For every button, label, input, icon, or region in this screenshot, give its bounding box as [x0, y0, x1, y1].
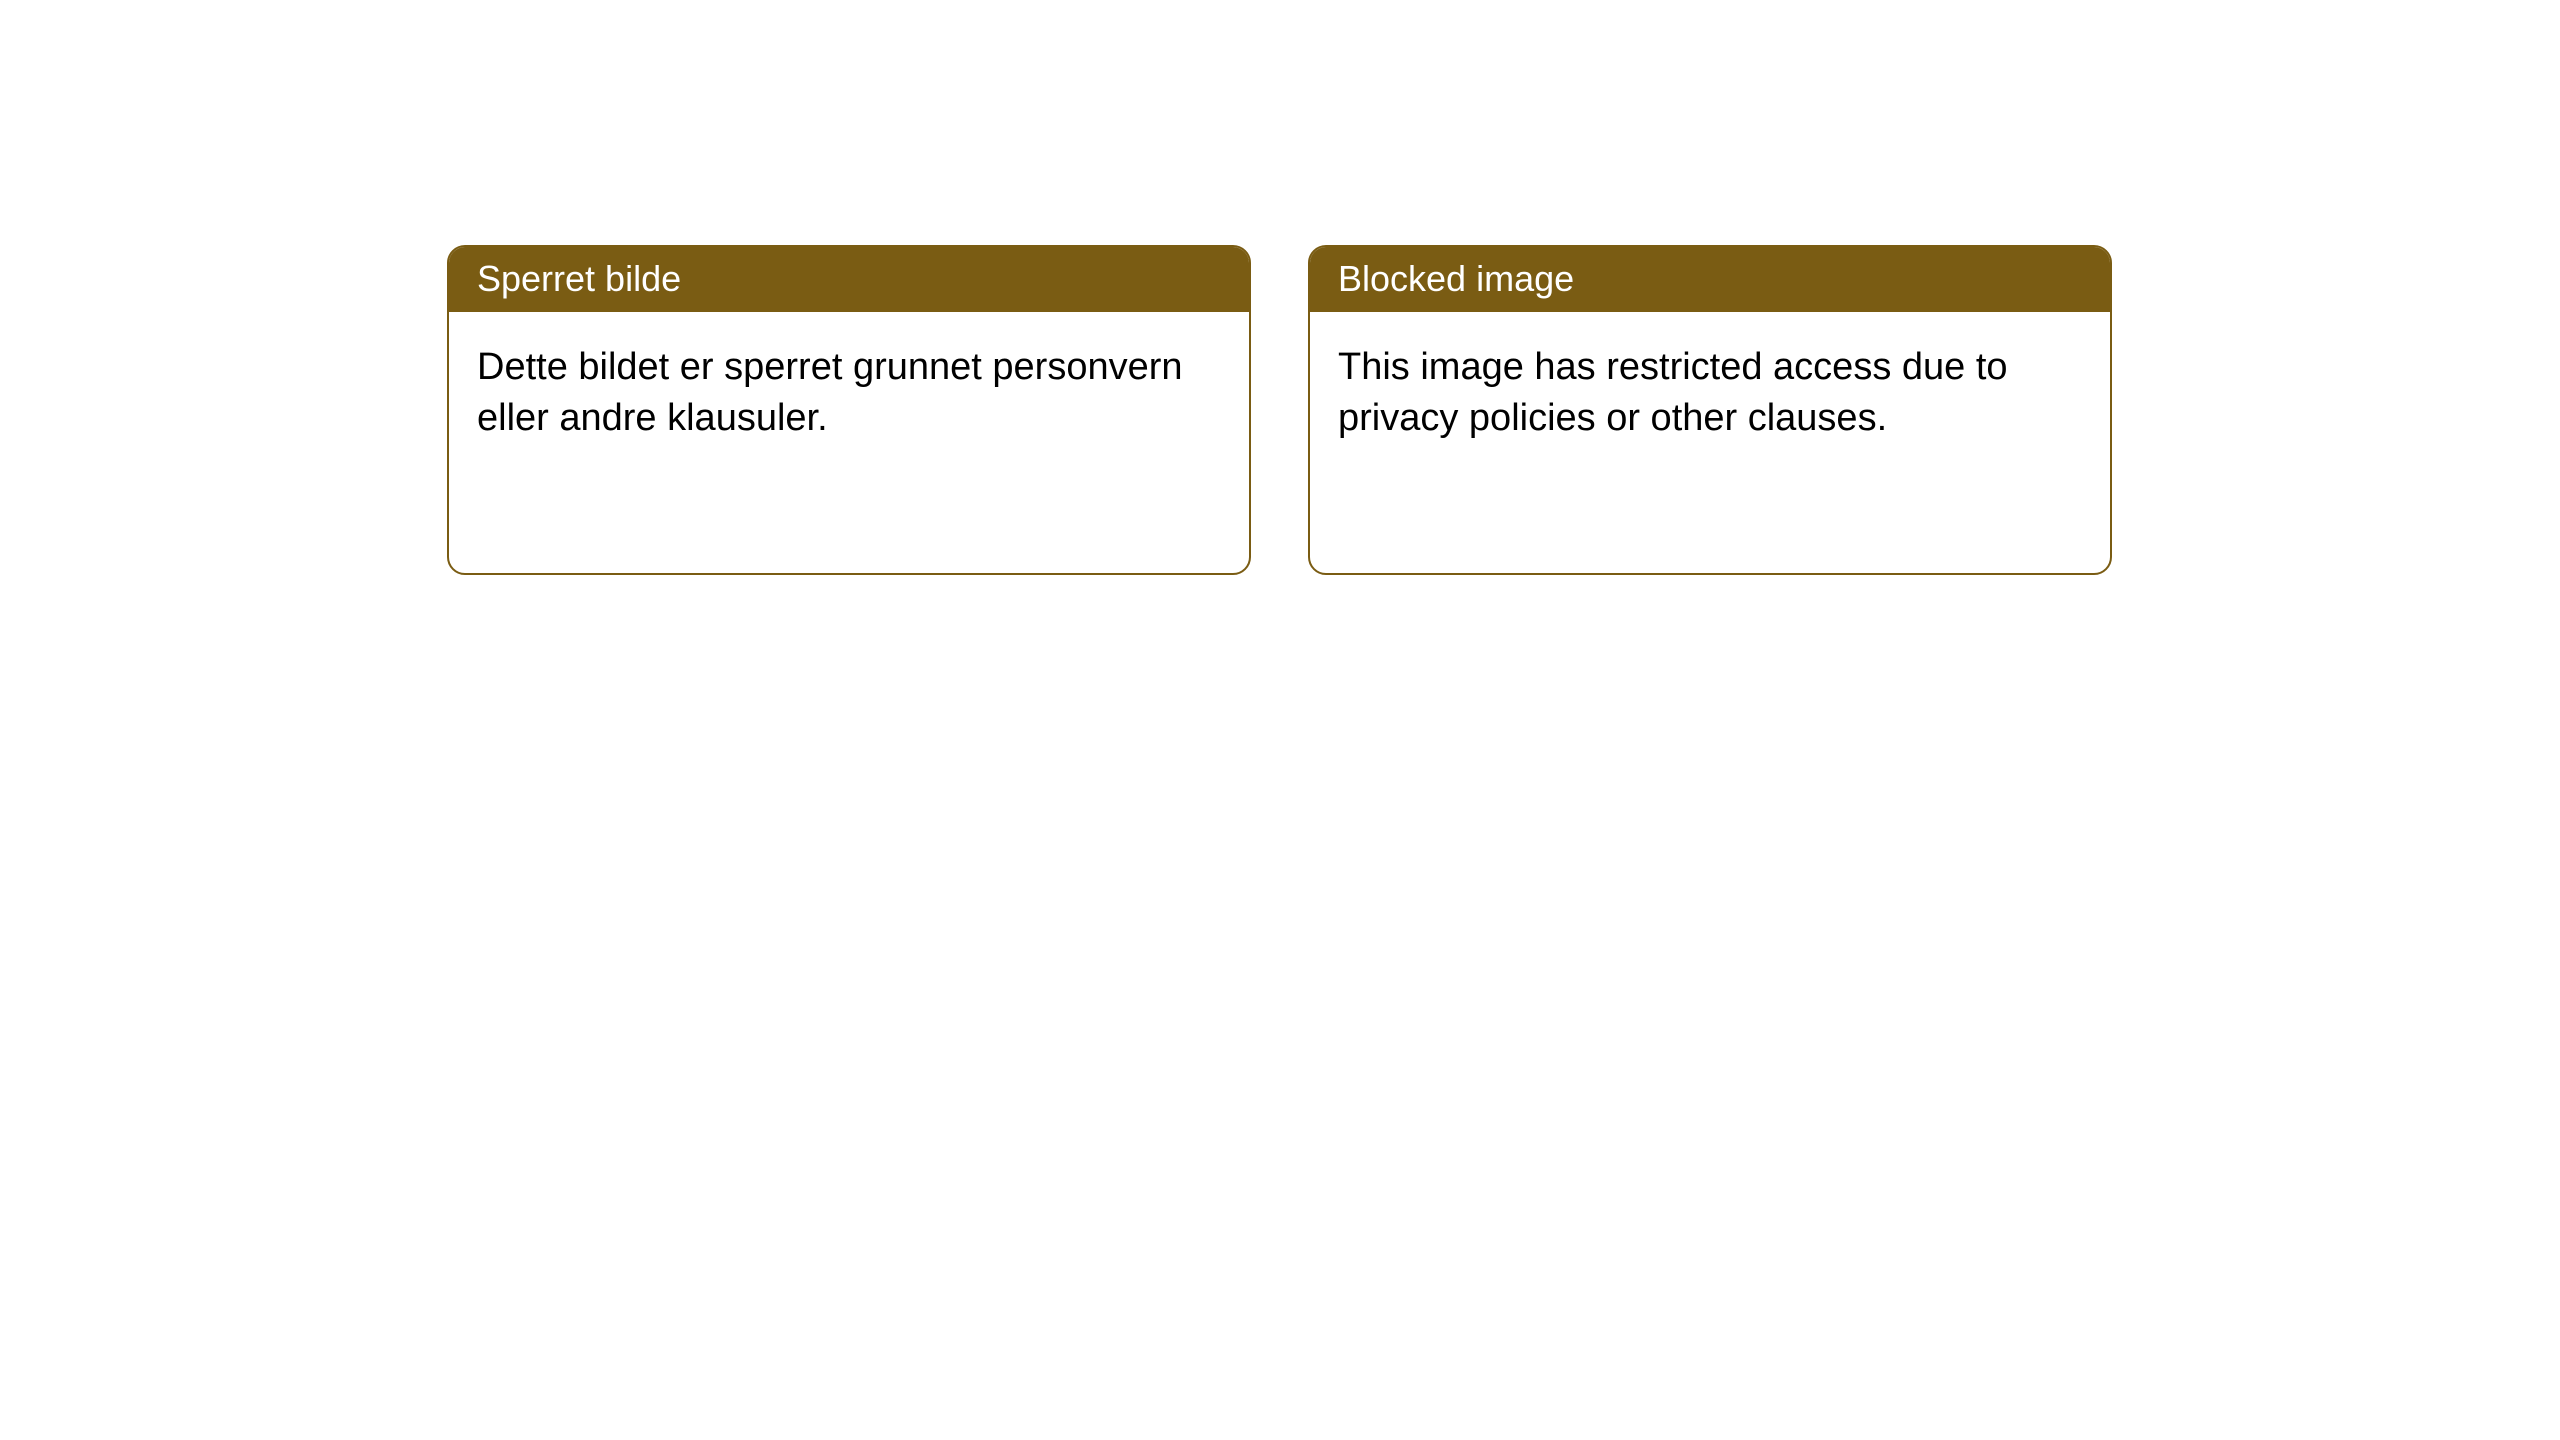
card-body: This image has restricted access due to …	[1310, 312, 2110, 475]
card-header: Sperret bilde	[449, 247, 1249, 312]
cards-container: Sperret bilde Dette bildet er sperret gr…	[447, 245, 2112, 575]
card-title: Blocked image	[1338, 258, 1574, 299]
card-title: Sperret bilde	[477, 258, 681, 299]
card-body-text: This image has restricted access due to …	[1338, 346, 2008, 439]
card-header: Blocked image	[1310, 247, 2110, 312]
blocked-image-card-norwegian: Sperret bilde Dette bildet er sperret gr…	[447, 245, 1251, 575]
card-body-text: Dette bildet er sperret grunnet personve…	[477, 346, 1183, 439]
blocked-image-card-english: Blocked image This image has restricted …	[1308, 245, 2112, 575]
card-body: Dette bildet er sperret grunnet personve…	[449, 312, 1249, 475]
